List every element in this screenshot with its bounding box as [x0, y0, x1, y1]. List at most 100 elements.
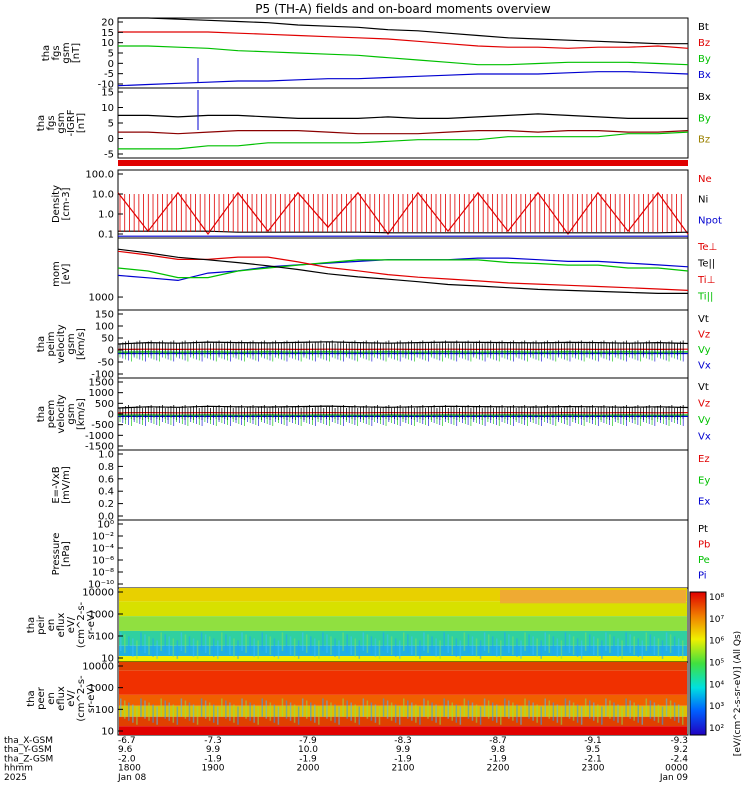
- heatmap-cell: [229, 702, 231, 721]
- y-tick-label: 100: [95, 632, 114, 643]
- y-tick-label: 10⁻²: [92, 532, 114, 543]
- y-tick-label: 1500: [89, 378, 114, 389]
- heatmap-cell: [520, 706, 522, 725]
- heatmap-cell: [677, 704, 680, 723]
- heatmap-band: [119, 616, 687, 631]
- legend-entry: Te||: [697, 259, 715, 270]
- separator-bar: [118, 160, 688, 166]
- heatmap-band: [119, 726, 687, 735]
- heatmap-cell: [552, 636, 555, 655]
- x-tick-value: Jan 09: [659, 773, 688, 783]
- heatmap-cell: [512, 702, 514, 721]
- heatmap-cell: [491, 636, 494, 655]
- colorbar-tick-label: 10²: [709, 724, 724, 734]
- heatmap-cell: [148, 636, 150, 655]
- heatmap-cell: [281, 698, 284, 717]
- series-Ti⊥-line: [117, 250, 689, 291]
- heatmap-cell: [455, 638, 458, 657]
- legend-entry: Ni: [698, 195, 708, 206]
- heatmap-cell: [625, 698, 627, 717]
- heatmap-cell: [160, 632, 162, 651]
- heatmap-cell: [237, 640, 239, 659]
- heatmap-cell: [617, 638, 619, 657]
- heatmap-cell: [366, 700, 369, 719]
- x-axis-labels: tha_X-GSM -6.7 -7.3 -7.9 -8.3 -8.7 -9.1 -9.3 tha…: [4, 736, 688, 783]
- heatmap-cell: [164, 634, 166, 653]
- y-tick-label: -5: [104, 69, 114, 80]
- heatmap-cell: [293, 704, 296, 723]
- y-tick-label: 150: [95, 310, 114, 321]
- y-axis-label: eV/: [66, 690, 77, 707]
- heatmap-cell: [338, 706, 340, 725]
- y-tick-label: 1000: [89, 293, 114, 304]
- heatmap-cell: [148, 702, 150, 721]
- heatmap-cell: [249, 636, 251, 655]
- heatmap-cell: [536, 704, 538, 723]
- heatmap-cell: [342, 698, 344, 717]
- y-tick-label: 10⁻⁴: [92, 544, 114, 555]
- heatmap-cell: [229, 636, 231, 655]
- heatmap-cell: [245, 700, 247, 719]
- legend-entry: Ne: [698, 174, 712, 185]
- heatmap-cell: [204, 700, 207, 719]
- heatmap-cell: [403, 698, 405, 717]
- x-tick-value: 10.0: [298, 745, 318, 755]
- x-tick-value: 1800: [118, 764, 141, 774]
- heatmap-cell: [560, 706, 563, 725]
- heatmap-cell: [633, 702, 635, 721]
- heatmap-cell: [435, 704, 437, 723]
- heatmap-cell: [237, 706, 239, 725]
- heatmap-cell: [657, 638, 660, 657]
- heatmap-cell: [334, 704, 336, 723]
- heatmap-cell: [475, 704, 478, 723]
- y-tick-label: 1.0: [98, 210, 114, 221]
- heatmap-cell: [423, 632, 425, 651]
- heatmap-cell: [208, 636, 211, 655]
- y-axis-label: en: [46, 692, 57, 705]
- heatmap-cell: [584, 632, 587, 651]
- heatmap-cell: [120, 632, 122, 651]
- heatmap-cell: [188, 636, 191, 655]
- series-Bx-line: [118, 113, 688, 119]
- heatmap-cell: [386, 634, 389, 653]
- y-tick-label: 10000: [82, 588, 114, 599]
- heatmap-cell: [605, 632, 607, 651]
- heatmap-patch: [500, 590, 686, 604]
- heatmap-cell: [645, 632, 648, 651]
- heatmap-cell: [601, 706, 603, 725]
- heatmap-cell: [338, 640, 340, 659]
- heatmap-cell: [261, 632, 263, 651]
- heatmap-cell: [621, 640, 623, 659]
- heatmap-cell: [249, 702, 251, 721]
- x-tick-value: -6.7: [118, 736, 136, 746]
- y-axis-label: velocity: [56, 394, 67, 433]
- heatmap-cell: [225, 700, 227, 719]
- heatmap-cell: [609, 700, 611, 719]
- y-axis-label: (cm^2-s-: [76, 675, 87, 722]
- heatmap-cell: [548, 700, 551, 719]
- heatmap-cell: [152, 704, 154, 723]
- heatmap-cell: [552, 702, 555, 721]
- heatmap-cell: [140, 698, 142, 717]
- x-tick-value: -2.1: [584, 754, 602, 764]
- legend-entry: Vz: [698, 399, 710, 410]
- y-tick-label: 1000: [89, 610, 114, 621]
- y-tick-label: -100: [91, 370, 114, 381]
- heatmap-cell: [629, 700, 631, 719]
- heatmap-cell: [273, 704, 276, 723]
- y-axis-label: (cm^2-s-: [76, 601, 87, 648]
- legend-entry: Bx: [698, 92, 711, 103]
- heatmap-cell: [208, 702, 211, 721]
- heatmap-cell: [516, 704, 518, 723]
- heatmap-cell: [277, 706, 280, 725]
- y-tick-label: 100: [95, 322, 114, 333]
- heatmap-cell: [297, 640, 300, 659]
- y-axis-label: [nT]: [71, 43, 82, 63]
- panel-p2: 15 10 5 0 -5 tha fgs gsm -IGRF [nT] Bx By Bz: [36, 87, 711, 161]
- heatmap-cell: [281, 632, 284, 651]
- heatmap-cell: [491, 702, 494, 721]
- x-row-label: hhmm: [4, 764, 33, 774]
- heatmap-cell: [192, 704, 195, 723]
